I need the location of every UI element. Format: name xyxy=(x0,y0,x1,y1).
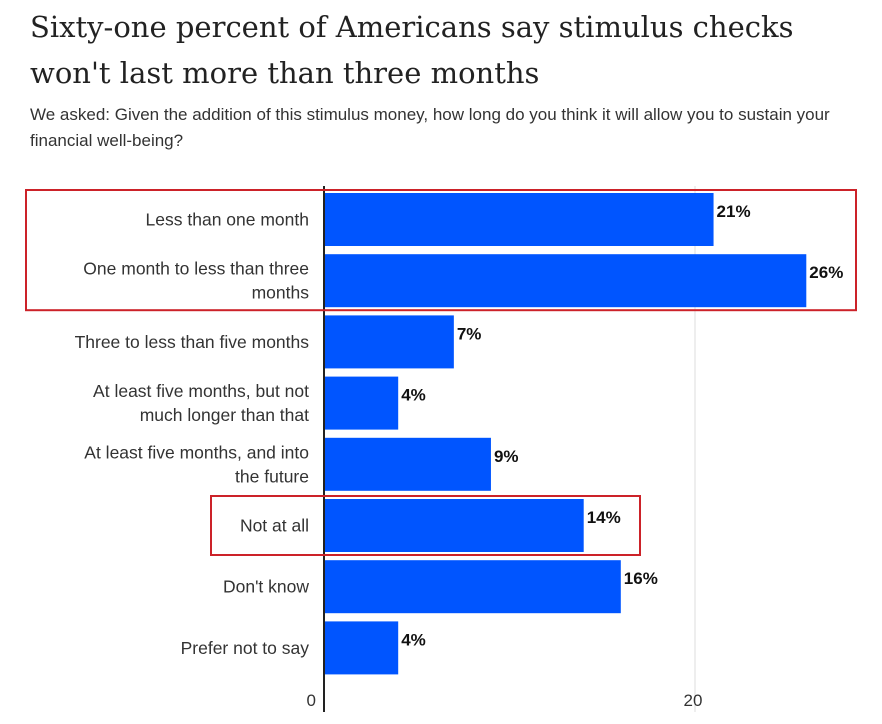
bar-3 xyxy=(324,376,399,430)
category-label-0: Less than one month xyxy=(146,210,309,230)
category-label-4-line-1: the future xyxy=(235,466,309,486)
bar-6 xyxy=(324,560,621,614)
category-label-7: Prefer not to say xyxy=(181,638,310,658)
value-label-0: 21% xyxy=(717,202,751,221)
chart-title: Sixty-one percent of Americans say stimu… xyxy=(30,10,794,90)
category-label-3-line-1: much longer than that xyxy=(140,405,309,425)
value-label-3: 4% xyxy=(401,386,426,405)
bar-5 xyxy=(324,499,584,552)
value-label-5: 14% xyxy=(587,508,621,527)
value-label-2: 7% xyxy=(457,324,482,343)
highlight-box-short-duration xyxy=(25,189,857,312)
bar-4 xyxy=(324,437,491,491)
category-label-2: Three to less than five months xyxy=(75,332,310,352)
value-label-1: 26% xyxy=(809,263,843,282)
highlight-box-not-at-all xyxy=(210,495,641,556)
bar-7 xyxy=(324,621,399,675)
bar-0 xyxy=(324,193,714,246)
bar-1 xyxy=(324,254,807,308)
value-label-6: 16% xyxy=(624,569,658,588)
value-label-7: 4% xyxy=(401,630,426,649)
category-label-3-line-0: At least five months, but not xyxy=(93,381,309,401)
category-label-1-line-1: months xyxy=(252,283,310,303)
chart-subtitle: We asked: Given the addition of this sti… xyxy=(30,105,830,150)
x-tick-label-0: 0 xyxy=(307,691,316,710)
category-label-1-line-0: One month to less than three xyxy=(83,259,309,279)
category-label-5: Not at all xyxy=(240,516,309,536)
bar-2 xyxy=(324,315,454,369)
category-label-6: Don't know xyxy=(223,577,309,597)
x-tick-label-1: 20 xyxy=(684,691,703,710)
category-label-4-line-0: At least five months, and into xyxy=(84,442,309,462)
value-label-4: 9% xyxy=(494,447,519,466)
